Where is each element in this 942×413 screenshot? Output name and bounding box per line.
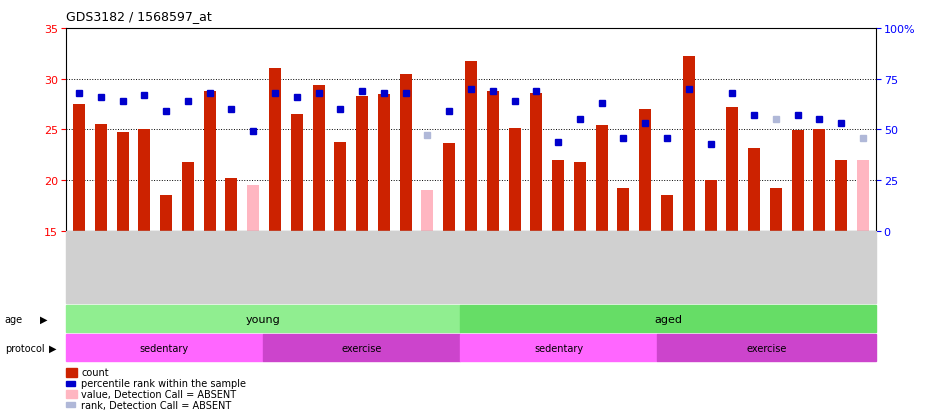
Text: young: young [246,314,281,324]
Text: exercise: exercise [746,343,787,353]
Text: exercise: exercise [341,343,382,353]
Bar [203,92,216,231]
Text: rank, Detection Call = ABSENT: rank, Detection Call = ABSENT [81,400,232,410]
Bar [617,189,629,231]
Bar [356,97,368,231]
Bar [291,115,302,231]
Bar [269,69,281,231]
Text: sedentary: sedentary [534,343,583,353]
Bar [421,191,433,231]
Bar [487,92,498,231]
Bar [138,130,151,231]
Bar [225,179,237,231]
Bar [117,133,128,231]
Bar [378,95,390,231]
Bar [683,57,695,231]
Bar [444,143,455,231]
Bar [552,161,564,231]
Text: value, Detection Call = ABSENT: value, Detection Call = ABSENT [81,389,236,399]
Bar [574,162,586,231]
Text: ▶: ▶ [40,314,47,324]
Bar [770,189,782,231]
Bar [836,161,847,231]
Text: sedentary: sedentary [140,343,189,353]
Bar [95,125,106,231]
Bar [530,94,543,231]
Bar [640,110,651,231]
Bar [313,85,325,231]
Text: GDS3182 / 1568597_at: GDS3182 / 1568597_at [66,10,212,23]
Text: ▶: ▶ [49,343,57,353]
Text: protocol: protocol [5,343,44,353]
Bar [748,148,760,231]
Bar [399,74,412,231]
Bar [334,142,347,231]
Bar [465,62,477,231]
Text: count: count [81,368,108,377]
Bar [182,162,194,231]
Bar [247,186,259,231]
Bar [726,108,739,231]
Text: percentile rank within the sample: percentile rank within the sample [81,378,246,388]
Bar [857,161,869,231]
Bar [73,105,85,231]
Bar [791,131,804,231]
Bar [705,181,717,231]
Text: age: age [5,314,23,324]
Bar [595,126,608,231]
Bar [661,196,673,231]
Bar [509,129,521,231]
Bar [814,130,825,231]
Bar [160,196,172,231]
Text: aged: aged [654,314,682,324]
